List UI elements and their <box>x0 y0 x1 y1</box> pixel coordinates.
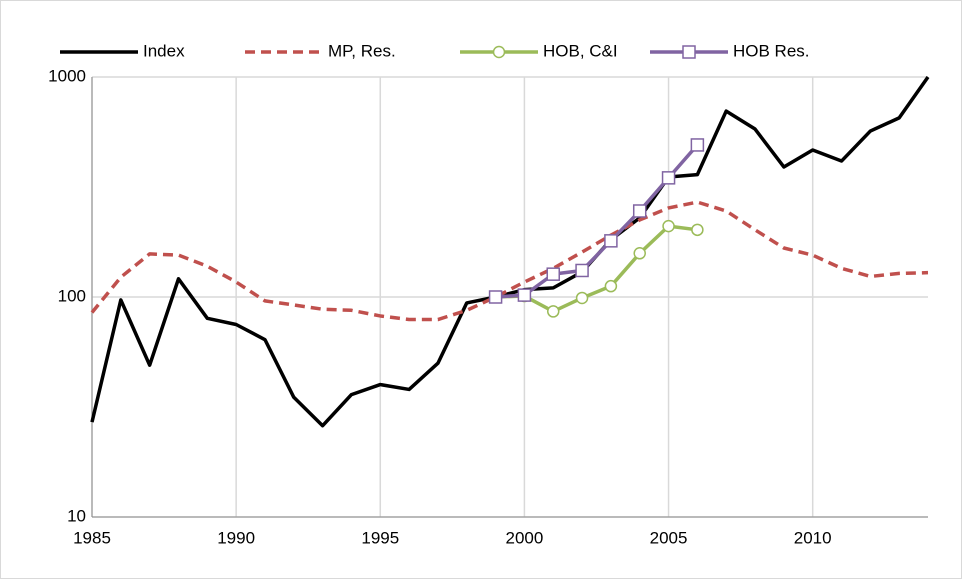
legend-label: MP, Res. <box>328 41 396 60</box>
marker <box>661 171 676 185</box>
line <box>90 75 930 428</box>
marker <box>546 305 560 318</box>
marker <box>575 263 589 278</box>
x-tick-label: 1990 <box>217 528 255 547</box>
y-tick-label: 10 <box>67 506 86 525</box>
marker <box>575 291 589 305</box>
marker <box>690 138 705 152</box>
marker <box>604 234 618 248</box>
legend-marker <box>682 45 696 59</box>
marker <box>488 290 503 304</box>
y-tick-label: 1000 <box>48 66 86 85</box>
x-tick-label: 2005 <box>650 528 688 547</box>
marker <box>517 288 532 302</box>
x-tick-label: 1985 <box>73 528 111 547</box>
legend-label: HOB, C&I <box>543 41 618 60</box>
line <box>90 200 929 322</box>
legend-item: MP, Res. <box>245 41 396 60</box>
x-tick-label: 2000 <box>505 528 543 547</box>
marker <box>546 267 560 281</box>
y-tick-label: 100 <box>58 286 86 305</box>
marker <box>604 279 618 293</box>
series <box>90 75 930 428</box>
x-tick-label: 2010 <box>794 528 832 547</box>
legend-item: HOB Res. <box>650 41 810 60</box>
marker <box>691 223 704 237</box>
legend-marker <box>492 45 506 59</box>
legend-item: Index <box>60 41 185 60</box>
legend-item: HOB, C&I <box>460 41 618 60</box>
x-tick-label: 1995 <box>361 528 399 547</box>
series <box>90 200 929 322</box>
marker <box>662 219 675 233</box>
marker <box>632 204 647 218</box>
series <box>488 138 705 304</box>
legend-label: HOB Res. <box>733 41 810 60</box>
marker <box>633 247 646 260</box>
legend-label: Index <box>143 41 185 60</box>
